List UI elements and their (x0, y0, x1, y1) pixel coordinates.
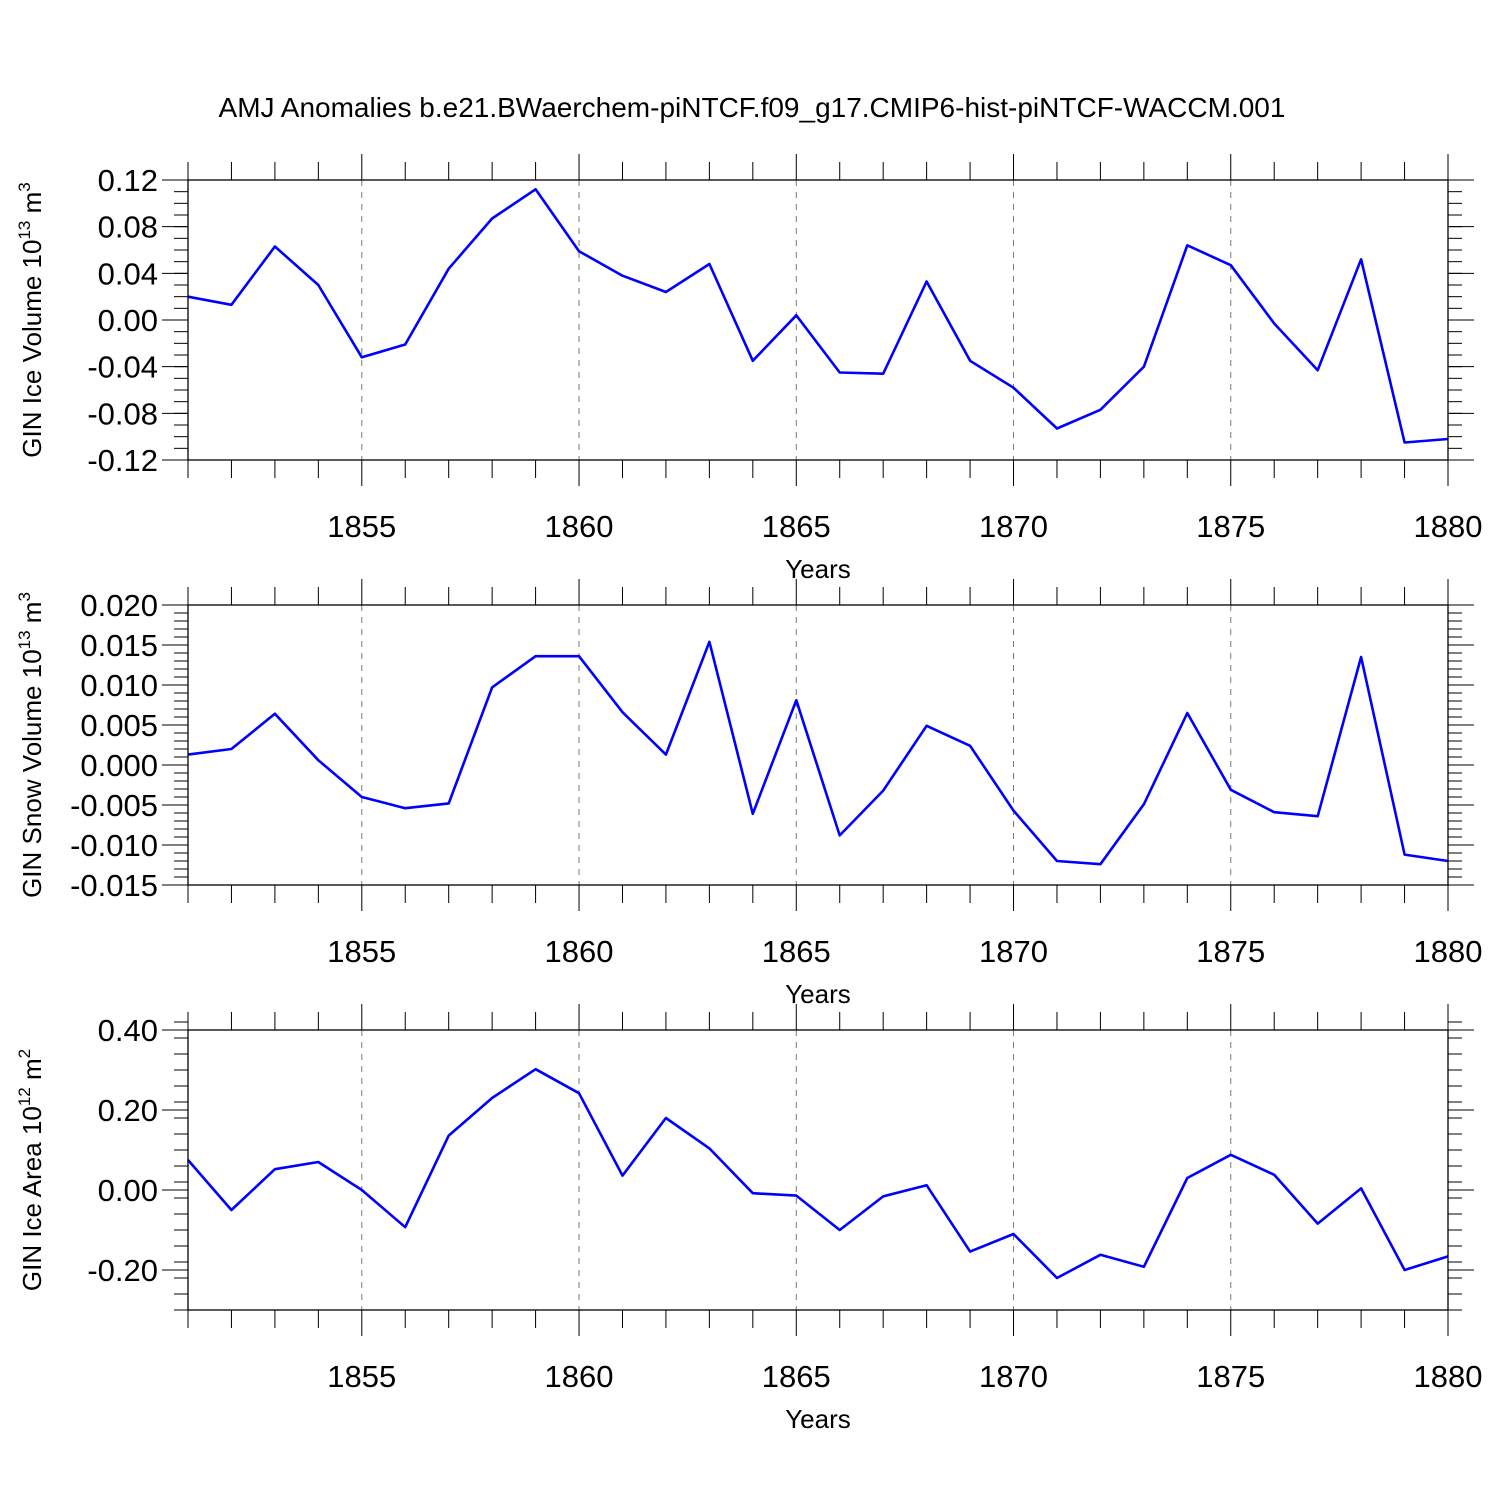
plot-frame (187, 1029, 1449, 1311)
x-tick-label-1855: 1855 (327, 1359, 396, 1394)
x-tick-label-1865: 1865 (762, 1359, 831, 1394)
y-axis-label: GIN Ice Volume 1013 m3 (15, 182, 47, 458)
x-tick-label-1860: 1860 (545, 509, 614, 544)
chart-panel-1: -0.12 -0.08 -0.04 0.00 0.04 0.08 0.12 1855 1860 1… (15, 154, 1482, 584)
x-tick-label-1875: 1875 (1196, 1359, 1265, 1394)
y-tick-label: 0.000 (80, 748, 158, 783)
series-line-2 (187, 640, 1449, 866)
y-tick-label: -0.015 (70, 868, 158, 903)
y-axis-label-unit-exp: 3 (15, 592, 34, 601)
chart-title: AMJ Anomalies b.e21.BWaerchem-piNTCF.f09… (219, 92, 1286, 123)
y-tick-label: -0.12 (87, 443, 158, 478)
x-tick-label-1865: 1865 (762, 934, 831, 969)
series-line-3 (187, 1067, 1449, 1280)
y-tick-label: 0.005 (80, 708, 158, 743)
y-tick-label: 0.20 (98, 1093, 158, 1128)
y-axis-label-unit-exp: 3 (15, 182, 34, 191)
x-tick-label-1870: 1870 (979, 509, 1048, 544)
plot-frame (187, 604, 1449, 886)
x-tick-label-1860: 1860 (545, 934, 614, 969)
y-tick-label: 0.010 (80, 668, 158, 703)
x-tick-label-1880: 1880 (1414, 934, 1483, 969)
y-tick-label: -0.04 (87, 350, 158, 385)
y-axis-label-unit-exp: 2 (15, 1049, 34, 1058)
y-tick-label: 0.00 (98, 303, 158, 338)
x-tick-label-1855: 1855 (327, 509, 396, 544)
y-axis-label-main: GIN Ice Volume 10 (17, 240, 47, 458)
y-tick-label: -0.010 (70, 828, 158, 863)
x-tick-label-1880: 1880 (1414, 509, 1483, 544)
x-tick-label-1875: 1875 (1196, 509, 1265, 544)
y-tick-label: 0.40 (98, 1013, 158, 1048)
y-tick-label: 0.04 (98, 256, 158, 291)
x-tick-label-1855: 1855 (327, 934, 396, 969)
y-tick-label: -0.08 (87, 396, 158, 431)
x-tick-label-1870: 1870 (979, 934, 1048, 969)
x-axis-label: Years (785, 554, 851, 584)
y-axis-label-unit: m (17, 192, 47, 221)
y-tick-label: 0.015 (80, 628, 158, 663)
y-axis-label-main: GIN Ice Area 10 (17, 1106, 47, 1291)
y-axis-label: GIN Ice Area 1012 m2 (15, 1049, 47, 1291)
plot-frame (187, 179, 1449, 461)
x-tick-label-1860: 1860 (545, 1359, 614, 1394)
y-tick-label: -0.20 (87, 1253, 158, 1288)
x-axis-label: Years (785, 1404, 851, 1434)
chart-panel-3: -0.20 0.00 0.20 0.40 1855 1860 1865 1870 1875 188… (15, 1004, 1482, 1434)
y-axis-label-exp: 13 (15, 630, 34, 649)
y-axis-label-exp: 12 (15, 1087, 34, 1106)
y-tick-label: 0.020 (80, 588, 158, 623)
y-tick-label: 0.12 (98, 163, 158, 198)
x-tick-label-1865: 1865 (762, 509, 831, 544)
x-axis-label: Years (785, 979, 851, 1009)
y-axis-label-exp: 13 (15, 221, 34, 240)
y-axis-label-unit: m (17, 1058, 47, 1087)
series-line-1 (187, 188, 1449, 444)
y-axis-label-main: GIN Snow Volume 10 (17, 649, 47, 898)
y-axis-label: GIN Snow Volume 1013 m3 (15, 592, 47, 898)
y-tick-label: -0.005 (70, 788, 158, 823)
y-tick-label: 0.00 (98, 1173, 158, 1208)
y-tick-label: 0.08 (98, 210, 158, 245)
y-axis-label-unit: m (17, 602, 47, 631)
chart-panel-2: -0.015 -0.010 -0.005 0.000 0.005 0.010 0.015 0.… (15, 579, 1482, 1009)
x-tick-label-1875: 1875 (1196, 934, 1265, 969)
x-tick-label-1880: 1880 (1414, 1359, 1483, 1394)
x-tick-label-1870: 1870 (979, 1359, 1048, 1394)
